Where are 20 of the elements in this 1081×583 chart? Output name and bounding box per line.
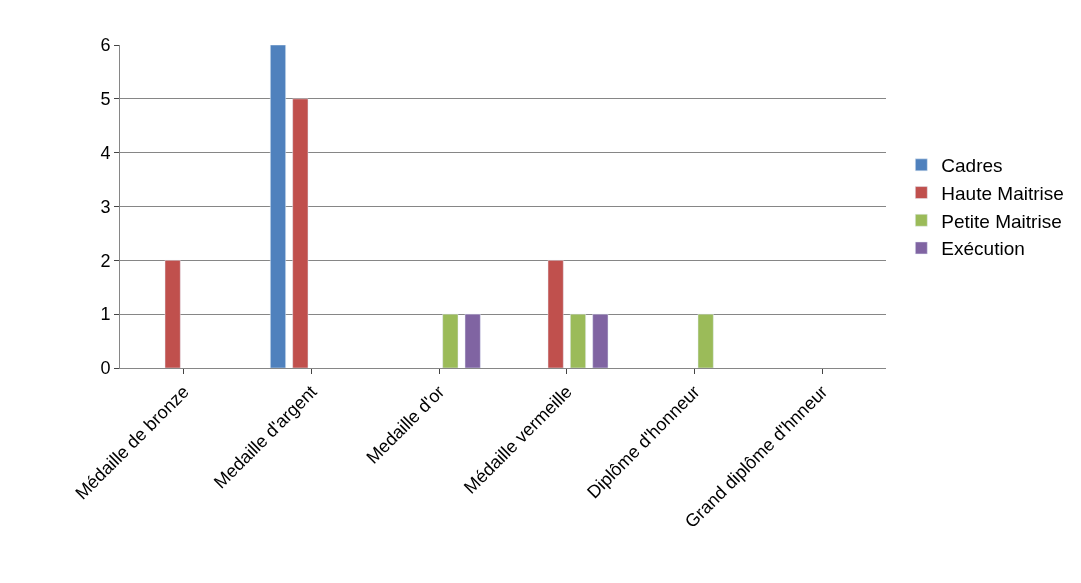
bar <box>164 260 181 368</box>
legend-label: Exécution <box>941 238 1025 260</box>
bar <box>570 313 586 368</box>
y-tick-label: 5 <box>100 89 111 110</box>
bar <box>442 313 459 368</box>
y-tick-label: 3 <box>100 196 111 217</box>
bar <box>592 313 609 368</box>
legend-label: Haute Maitrise <box>941 182 1064 204</box>
bar <box>464 313 481 368</box>
legend-label: Cadres <box>941 155 1003 177</box>
bar <box>697 313 714 368</box>
bar <box>270 45 286 368</box>
y-tick-label: 2 <box>100 250 111 271</box>
bar <box>547 260 564 368</box>
y-tick-label: 4 <box>100 142 111 163</box>
y-tick-label: 0 <box>100 358 111 379</box>
y-tick-label: 6 <box>100 35 111 56</box>
legend-label: Petite Maitrise <box>941 210 1062 232</box>
y-tick-label: 1 <box>100 304 111 325</box>
bar <box>292 98 309 368</box>
